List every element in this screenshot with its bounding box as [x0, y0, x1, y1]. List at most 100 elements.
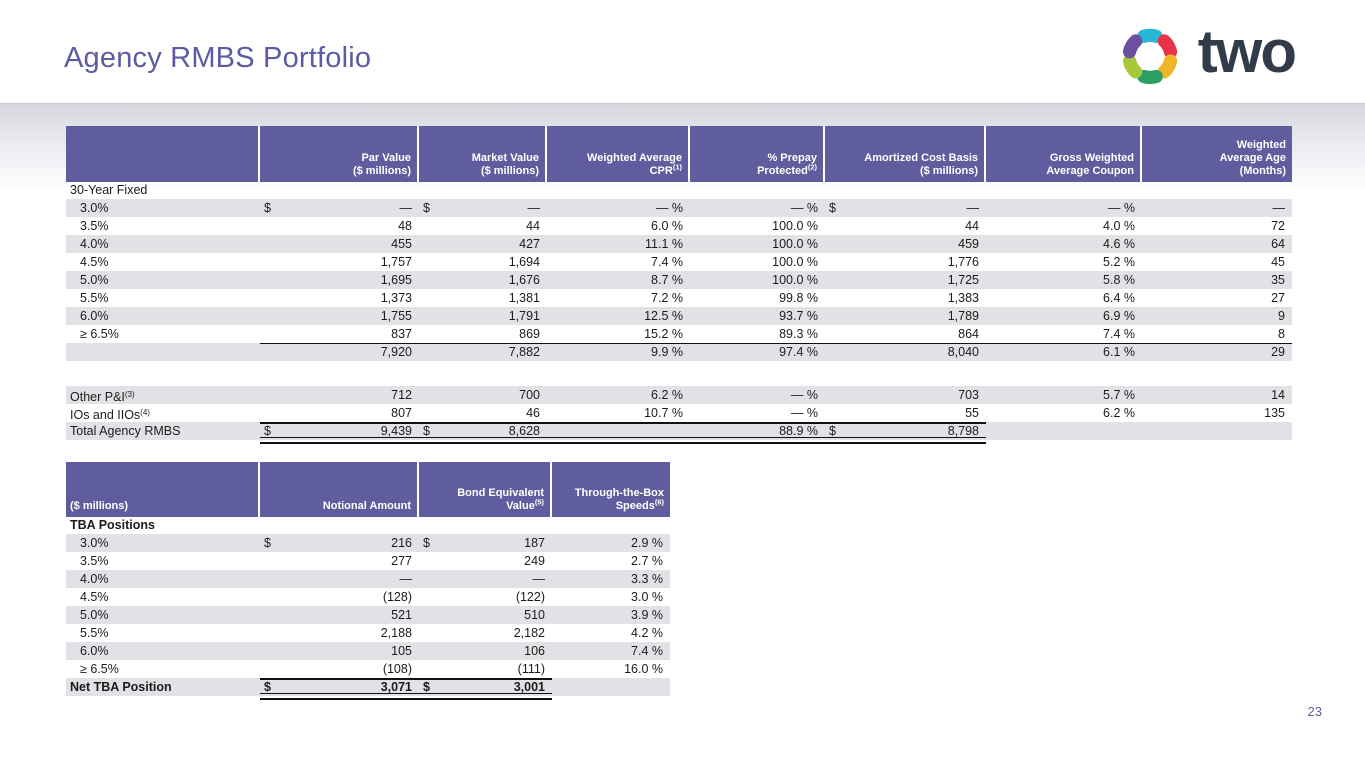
- page-number: 23: [1307, 704, 1322, 719]
- table-row: 3.0% $216 $187 2.9 %: [66, 534, 670, 552]
- cell-through-the-box-speeds: 2.9 %: [631, 536, 663, 550]
- cell-weighted-average-cpr: 6.2 %: [651, 388, 683, 402]
- column-header-notional-amount: Notional Amount: [260, 462, 419, 517]
- table-row: 4.0% — — 3.3 %: [66, 570, 670, 588]
- cell-weighted-average-cpr: 10.7 %: [644, 406, 683, 420]
- cell-prepay-protected: 100.0 %: [772, 237, 818, 251]
- table-row: Other P&I(3) 712 700 6.2 % — % 703 5.7 % 14: [66, 386, 1292, 404]
- cell-bond-equivalent-value: (122): [515, 590, 545, 604]
- cell-amortized-cost-basis: 1,725: [947, 273, 979, 287]
- column-header-through-the-box-speeds: Through-the-Box Speeds(6): [552, 462, 670, 517]
- cell-weighted-average-cpr: 7.4 %: [651, 255, 683, 269]
- cell-prepay-protected: 88.9 %: [690, 422, 825, 444]
- cell-gross-weighted-average-coupon: 6.1 %: [986, 343, 1142, 361]
- section-row: 30-Year Fixed: [66, 182, 1292, 199]
- cell-weighted-average-cpr: 11.1 %: [645, 237, 683, 251]
- table-row: ≥ 6.5% (108) (111) 16.0 %: [66, 660, 670, 678]
- cell-label: Net TBA Position: [70, 680, 172, 694]
- cell-label: 4.5%: [80, 590, 109, 604]
- column-header-gross-weighted-average-coupon: Gross Weighted Average Coupon: [986, 126, 1142, 182]
- cell-through-the-box-speeds: [552, 678, 670, 696]
- cell-amortized-cost-basis: 864: [958, 327, 979, 341]
- cell-par-value: 7,920: [260, 343, 419, 361]
- cell-through-the-box-speeds: 2.7 %: [631, 554, 663, 568]
- cell-label: 6.0%: [80, 644, 109, 658]
- cell-through-the-box-speeds: 3.0 %: [631, 590, 663, 604]
- table-row: 5.0% 1,695 1,676 8.7 % 100.0 % 1,725 5.8 % 35: [66, 271, 1292, 289]
- table-row: 5.5% 1,373 1,381 7.2 % 99.8 % 1,383 6.4 % 27: [66, 289, 1292, 307]
- company-logo: two: [1114, 18, 1297, 90]
- cell-market-value: [419, 182, 547, 200]
- logo-wordmark: two: [1197, 18, 1297, 85]
- cell-notional-amount: 105: [391, 644, 412, 658]
- cell-bond-equivalent-value: $3,001: [419, 678, 552, 700]
- cell-market-value: 700: [519, 388, 540, 402]
- cell-amortized-cost-basis: 44: [965, 219, 979, 233]
- table-row: 5.0% 521 510 3.9 %: [66, 606, 670, 624]
- cell-prepay-protected: 100.0 %: [772, 219, 818, 233]
- cell-through-the-box-speeds: 3.9 %: [631, 608, 663, 622]
- table-row: 6.0% 1,755 1,791 12.5 % 93.7 % 1,789 6.9 % 9: [66, 307, 1292, 325]
- cell-label: 3.0%: [80, 201, 109, 215]
- cell-weighted-average-age: 14: [1271, 388, 1285, 402]
- cell-market-value: 1,676: [508, 273, 540, 287]
- cell-gross-weighted-average-coupon: 6.9 %: [1103, 309, 1135, 323]
- cell-weighted-average-cpr: 8.7 %: [651, 273, 683, 287]
- cell-weighted-average-cpr: 7.2 %: [651, 291, 683, 305]
- cell-label: IOs and IIOs(4): [70, 408, 150, 422]
- cell-notional-amount: (108): [382, 662, 412, 676]
- cell-label: [66, 343, 260, 361]
- cell-gross-weighted-average-coupon: 5.2 %: [1103, 255, 1135, 269]
- cell-gross-weighted-average-coupon: 6.2 %: [1103, 406, 1135, 420]
- cell-amortized-cost-basis: 8,040: [825, 343, 986, 361]
- cell-gross-weighted-average-coupon: — %: [1107, 201, 1135, 215]
- cell-weighted-average-age: 45: [1271, 255, 1285, 269]
- table-row: Total Agency RMBS $9,439 $8,628 88.9 % $8,79…: [66, 422, 1292, 444]
- table-row: 4.0% 455 427 11.1 % 100.0 % 459 4.6 % 64: [66, 235, 1292, 253]
- cell-par-value: 837: [391, 327, 412, 341]
- column-header-prepay-protected: % Prepay Protected(2): [690, 126, 825, 182]
- cell-weighted-average-cpr: [547, 182, 690, 200]
- cell-through-the-box-speeds: 7.4 %: [631, 644, 663, 658]
- cell-weighted-average-age: 135: [1264, 406, 1285, 420]
- cell-label: Other P&I(3): [70, 390, 135, 404]
- table-row: IOs and IIOs(4) 807 46 10.7 % — % 55 6.2 % 135: [66, 404, 1292, 422]
- cell-notional-amount: 2,188: [380, 626, 412, 640]
- cell-notional-amount: [260, 517, 419, 535]
- cell-par-value: 1,757: [380, 255, 412, 269]
- cell-par-value: 1,695: [380, 273, 412, 287]
- cell-amortized-cost-basis: 1,776: [947, 255, 979, 269]
- cell-label: 5.5%: [80, 291, 109, 305]
- cell-weighted-average-age: 9: [1278, 309, 1285, 323]
- cell-market-value: 427: [519, 237, 540, 251]
- cell-prepay-protected: — %: [790, 406, 818, 420]
- cell-bond-equivalent-value: 510: [524, 608, 545, 622]
- cell-gross-weighted-average-coupon: 6.4 %: [1103, 291, 1135, 305]
- cell-weighted-average-cpr: 9.9 %: [547, 343, 690, 361]
- cell-label: Total Agency RMBS: [70, 424, 181, 438]
- cell-through-the-box-speeds: 3.3 %: [631, 572, 663, 586]
- table-header-row: Par Value ($ millions) Market Value ($ mill…: [66, 126, 1292, 182]
- cell-prepay-protected: — %: [790, 201, 818, 215]
- column-header-market-value: Market Value ($ millions): [419, 126, 547, 182]
- cell-label: 3.5%: [80, 219, 109, 233]
- table-row: 3.5% 48 44 6.0 % 100.0 % 44 4.0 % 72: [66, 217, 1292, 235]
- cell-amortized-cost-basis: 1,383: [947, 291, 979, 305]
- agency-rmbs-table: Par Value ($ millions) Market Value ($ mill…: [66, 126, 1292, 444]
- tba-positions-table: ($ millions) Notional Amount Bond Equivale…: [66, 462, 670, 700]
- cell-weighted-average-age: —: [1272, 201, 1286, 215]
- cell-label: ≥ 6.5%: [80, 327, 119, 341]
- cell-market-value: $8,628: [419, 422, 547, 444]
- cell-notional-amount: $3,071: [260, 678, 419, 700]
- cell-weighted-average-age: 8: [1278, 327, 1285, 341]
- cell-weighted-average-age: 72: [1271, 219, 1285, 233]
- cell-gross-weighted-average-coupon: [986, 422, 1142, 440]
- cell-amortized-cost-basis: $8,798: [825, 422, 986, 444]
- column-header-weighted-average-cpr: Weighted Average CPR(1): [547, 126, 690, 182]
- cell-par-value: 1,373: [380, 291, 412, 305]
- two-harbors-pinwheel-icon: [1122, 28, 1177, 85]
- cell-label: ≥ 6.5%: [80, 662, 119, 676]
- cell-weighted-average-age: 64: [1271, 237, 1285, 251]
- cell-par-value: 48: [398, 219, 412, 233]
- table-row: 7,920 7,882 9.9 % 97.4 % 8,040 6.1 % 29: [66, 343, 1292, 361]
